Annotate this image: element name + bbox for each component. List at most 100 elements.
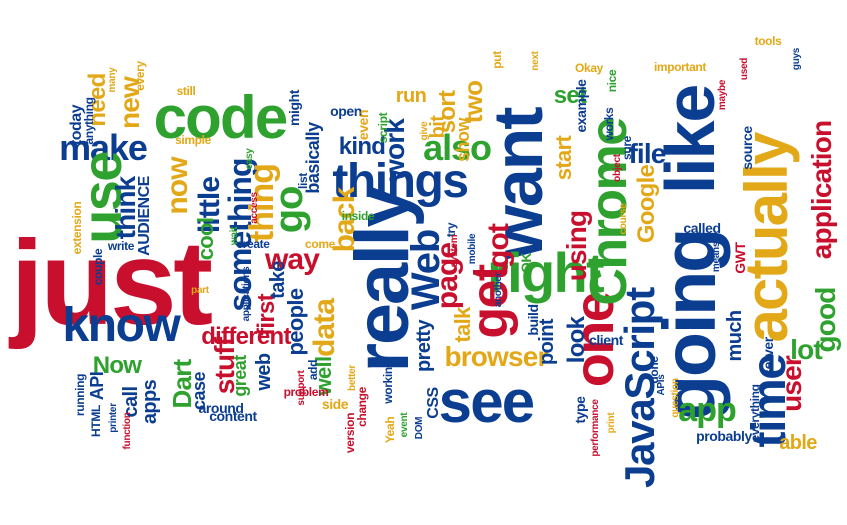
word-much: much xyxy=(724,310,746,362)
word-know: know xyxy=(62,299,181,352)
word-means: means xyxy=(711,241,722,273)
word-next: next xyxy=(530,51,541,71)
word-system: system xyxy=(449,234,460,268)
word-change: change xyxy=(355,387,369,427)
word-still: still xyxy=(176,84,196,98)
word-come: come xyxy=(305,237,335,251)
word-important: important xyxy=(653,60,707,74)
word-now: now xyxy=(161,157,194,215)
word-every: every xyxy=(133,61,147,91)
word-now: Now xyxy=(92,352,142,379)
word-start: start xyxy=(551,135,576,181)
word-also: also xyxy=(423,127,492,168)
word-example: example xyxy=(573,79,589,133)
word-okay: Okay xyxy=(575,61,603,75)
word-kind: kind xyxy=(338,133,386,160)
word-event: event xyxy=(399,412,410,438)
word-another: another xyxy=(493,272,504,308)
word-everything: everything xyxy=(748,384,762,442)
word-build: build xyxy=(525,304,541,336)
word-take: take xyxy=(267,261,289,299)
word-working: working xyxy=(381,360,395,404)
word-good: good xyxy=(810,287,841,353)
word-css: CSS xyxy=(425,387,442,419)
word-server: server xyxy=(760,337,776,377)
word-part: part xyxy=(191,285,209,296)
word-question: question xyxy=(670,378,681,418)
word-applications: applications xyxy=(241,266,252,322)
word-file: file xyxy=(628,138,666,169)
word-version: version xyxy=(343,412,357,454)
word-just: just xyxy=(10,216,214,350)
word-give: give xyxy=(419,121,430,141)
word-show: show xyxy=(453,118,473,162)
word-sure: sure xyxy=(620,136,634,160)
word-different: different xyxy=(201,323,291,350)
word-even: even xyxy=(355,109,371,141)
word-browser: browser xyxy=(444,341,548,372)
word-might: might xyxy=(286,89,302,127)
word-maybe: maybe xyxy=(717,79,728,111)
word-gwt: GWT xyxy=(732,242,748,274)
word-code: code xyxy=(153,84,289,151)
word-called: called xyxy=(683,220,721,236)
word-make: make xyxy=(59,127,148,168)
word-html: HTML xyxy=(89,405,103,437)
word-problem: problem xyxy=(283,385,329,399)
word-probably: probably xyxy=(696,428,752,444)
word-talk: talk xyxy=(450,307,475,343)
word-write: write xyxy=(107,239,135,253)
word-cool: cool xyxy=(193,217,218,261)
word-way: way xyxy=(264,243,320,276)
word-two: two xyxy=(458,80,488,124)
word-used: used xyxy=(739,57,750,81)
word-anything: anything xyxy=(82,97,96,145)
word-nice: nice xyxy=(605,69,619,93)
word-able: able xyxy=(779,432,817,454)
word-extension: extension xyxy=(70,201,84,255)
word-pretty: pretty xyxy=(413,320,435,372)
word-add: add xyxy=(306,359,320,381)
word-running: running xyxy=(73,373,87,417)
word-tools: tools xyxy=(754,34,782,48)
word-wait: wait xyxy=(229,226,240,246)
word-using: using xyxy=(561,210,592,282)
word-works: works xyxy=(602,107,616,141)
word-great: great xyxy=(230,355,250,397)
word-guys: guys xyxy=(791,47,802,71)
word-easy: easy xyxy=(244,148,255,170)
word-list: list xyxy=(296,173,310,189)
word-access: access xyxy=(249,192,260,224)
word-course: course xyxy=(618,203,629,235)
word-open: open xyxy=(330,103,362,119)
word-source: source xyxy=(739,126,755,170)
word-inside: inside xyxy=(341,209,375,223)
word-function: function xyxy=(122,412,133,450)
word-side: side xyxy=(321,396,349,412)
word-data: data xyxy=(308,298,341,358)
word-many: many xyxy=(107,67,118,93)
word-printer: printer xyxy=(108,403,119,433)
word-simple: simple xyxy=(175,133,211,147)
word-put: put xyxy=(490,51,504,69)
word-around: around xyxy=(198,400,244,416)
word-mobile: mobile xyxy=(467,233,478,265)
word-yeah: Yeah xyxy=(383,416,397,444)
word-apps: apps xyxy=(139,379,161,425)
word-client: client xyxy=(588,332,624,348)
word-script: script xyxy=(376,112,390,144)
word-ok: OK xyxy=(518,252,534,274)
word-couple: couple xyxy=(91,248,105,286)
word-print: print xyxy=(606,412,617,434)
word-content: content xyxy=(209,408,257,424)
word-things: things xyxy=(332,155,469,208)
word-google: Google xyxy=(633,164,660,244)
word-run: run xyxy=(395,85,427,107)
word-application: application xyxy=(806,120,837,260)
word-type: type xyxy=(572,396,588,424)
word-see: see xyxy=(438,368,536,435)
word-first: first xyxy=(253,294,280,336)
word-app: app xyxy=(678,391,736,429)
word-right: right xyxy=(486,241,605,304)
